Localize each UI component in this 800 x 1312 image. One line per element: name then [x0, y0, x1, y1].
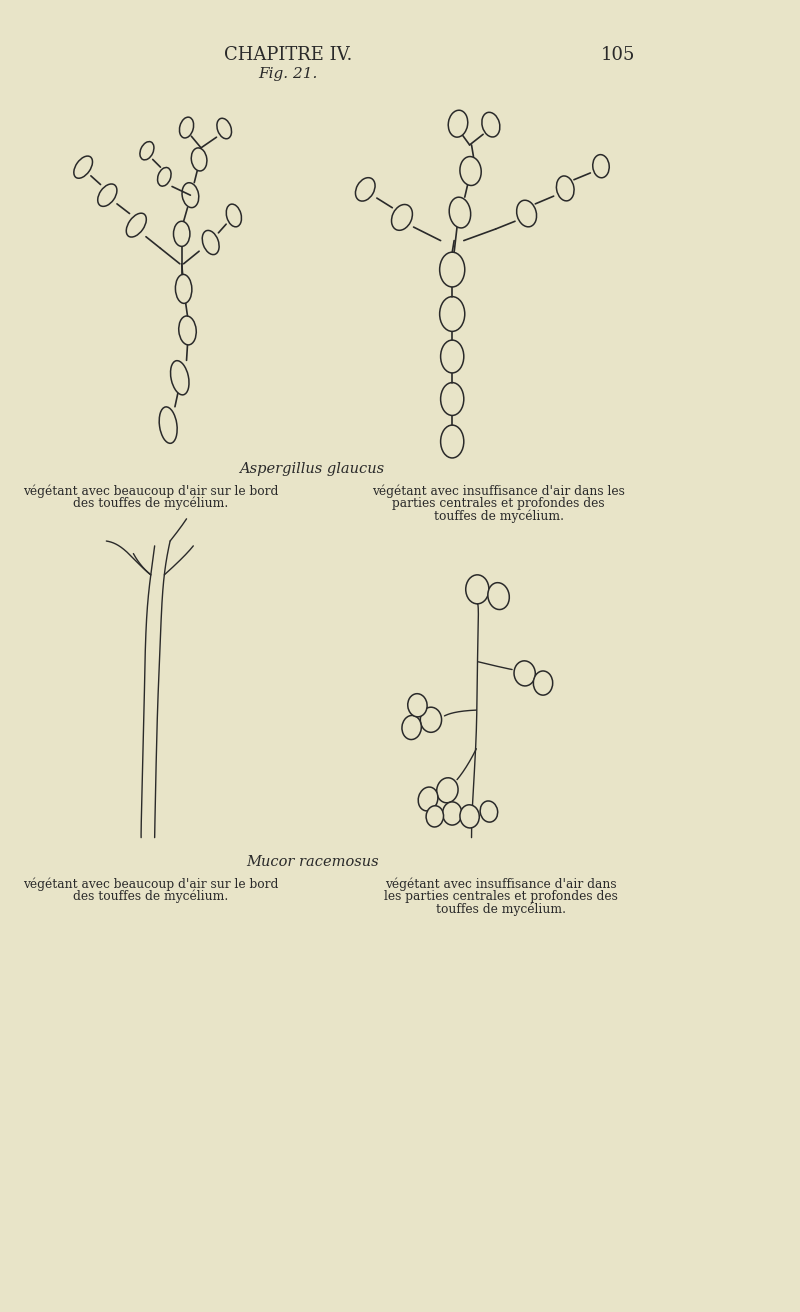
Ellipse shape — [355, 177, 375, 201]
Ellipse shape — [174, 222, 190, 247]
Ellipse shape — [170, 361, 189, 395]
Text: végétant avec beaucoup d'air sur le bord: végétant avec beaucoup d'air sur le bord — [23, 484, 278, 497]
Ellipse shape — [420, 707, 442, 732]
Ellipse shape — [158, 168, 171, 186]
Ellipse shape — [440, 252, 465, 287]
Text: Fig. 21.: Fig. 21. — [258, 67, 318, 81]
Ellipse shape — [418, 787, 438, 811]
Ellipse shape — [441, 383, 464, 416]
Ellipse shape — [441, 425, 464, 458]
Ellipse shape — [98, 184, 117, 206]
Text: les parties centrales et profondes des: les parties centrales et profondes des — [383, 890, 618, 903]
Ellipse shape — [441, 340, 464, 373]
Ellipse shape — [442, 802, 462, 825]
Ellipse shape — [440, 297, 465, 332]
Ellipse shape — [175, 274, 192, 303]
Ellipse shape — [226, 205, 242, 227]
Ellipse shape — [517, 201, 537, 227]
Ellipse shape — [460, 156, 482, 185]
Ellipse shape — [217, 118, 231, 139]
Ellipse shape — [534, 670, 553, 695]
Ellipse shape — [437, 778, 458, 803]
Ellipse shape — [202, 231, 219, 255]
Text: 105: 105 — [601, 46, 635, 64]
Ellipse shape — [448, 110, 468, 138]
Ellipse shape — [408, 694, 427, 716]
Text: végétant avec beaucoup d'air sur le bord: végétant avec beaucoup d'air sur le bord — [23, 878, 278, 891]
Ellipse shape — [191, 148, 207, 171]
Text: touffes de mycélium.: touffes de mycélium. — [434, 509, 563, 522]
Ellipse shape — [593, 155, 610, 177]
Ellipse shape — [74, 156, 93, 178]
Ellipse shape — [557, 176, 574, 201]
Ellipse shape — [482, 113, 500, 136]
Ellipse shape — [140, 142, 154, 160]
Ellipse shape — [460, 804, 479, 828]
Text: parties centrales et profondes des: parties centrales et profondes des — [392, 497, 605, 510]
Ellipse shape — [426, 806, 443, 827]
Text: végétant avec insuffisance d'air dans les: végétant avec insuffisance d'air dans le… — [372, 484, 625, 497]
Ellipse shape — [182, 182, 198, 207]
Text: touffes de mycélium.: touffes de mycélium. — [435, 903, 566, 916]
Ellipse shape — [449, 197, 470, 228]
Text: des touffes de mycélium.: des touffes de mycélium. — [73, 890, 229, 903]
Ellipse shape — [514, 661, 535, 686]
Text: Aspergillus glaucus: Aspergillus glaucus — [239, 462, 385, 475]
Ellipse shape — [466, 575, 489, 604]
Text: des touffes de mycélium.: des touffes de mycélium. — [73, 497, 229, 510]
Ellipse shape — [179, 117, 194, 138]
Text: CHAPITRE IV.: CHAPITRE IV. — [224, 46, 352, 64]
Ellipse shape — [480, 800, 498, 823]
Ellipse shape — [402, 715, 422, 740]
Text: Mucor racemosus: Mucor racemosus — [246, 855, 378, 869]
Text: végétant avec insuffisance d'air dans: végétant avec insuffisance d'air dans — [385, 878, 616, 891]
Ellipse shape — [159, 407, 177, 443]
Ellipse shape — [488, 583, 510, 610]
Ellipse shape — [178, 316, 196, 345]
Ellipse shape — [391, 205, 413, 231]
Ellipse shape — [126, 213, 146, 237]
